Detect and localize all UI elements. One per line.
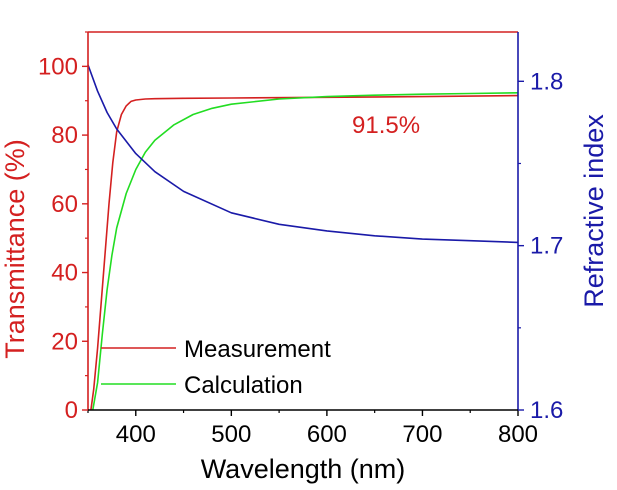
y-right-axis-title: Refractive index xyxy=(579,114,609,308)
y-left-tick-label: 0 xyxy=(65,397,78,424)
y-left-axis-title: Transmittance (%) xyxy=(0,139,30,359)
x-axis-title: Wavelength (nm) xyxy=(201,454,406,484)
x-tick-label: 500 xyxy=(211,421,251,448)
x-tick-label: 800 xyxy=(498,421,538,448)
x-tick-label: 700 xyxy=(402,421,442,448)
y-right-tick-label: 1.7 xyxy=(530,233,563,260)
y-right-tick-label: 1.6 xyxy=(530,397,563,424)
x-tick-label: 600 xyxy=(307,421,347,448)
y-left-tick-label: 20 xyxy=(51,328,78,355)
series-line-refractive-index xyxy=(87,64,519,244)
legend-label-measurement: Measurement xyxy=(184,336,331,363)
y-right-tick-label: 1.8 xyxy=(530,68,563,95)
y-left-tick-label: 80 xyxy=(51,122,78,149)
y-left-tick-label: 100 xyxy=(38,53,78,80)
series-line-calculation xyxy=(92,92,519,411)
y-left-tick-label: 60 xyxy=(51,191,78,218)
annotation-label: 91.5% xyxy=(352,112,420,139)
y-left-tick-label: 40 xyxy=(51,260,78,287)
x-tick-label: 400 xyxy=(116,421,156,448)
legend-label-calculation: Calculation xyxy=(184,372,303,399)
series-line-measurement xyxy=(90,94,519,411)
